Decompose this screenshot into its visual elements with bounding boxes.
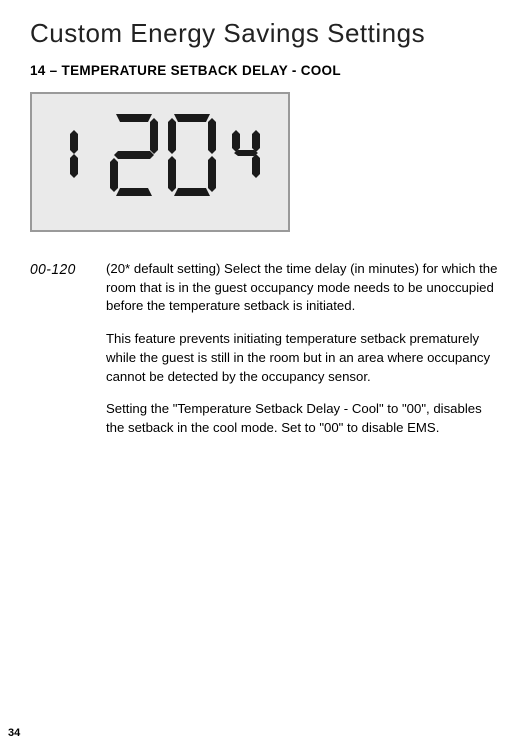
body-paragraph: Setting the "Temperature Setback Delay -… bbox=[106, 400, 501, 437]
lcd-left-digit-icon bbox=[56, 126, 84, 180]
body-text: (20* default setting) Select the time de… bbox=[106, 260, 501, 438]
lcd-center-digit-2-icon bbox=[108, 112, 160, 198]
page-number: 34 bbox=[8, 727, 20, 739]
body-paragraph: This feature prevents initiating tempera… bbox=[106, 330, 501, 386]
page-title: Custom Energy Savings Settings bbox=[30, 18, 501, 49]
content-row: 00-120 (20* default setting) Select the … bbox=[30, 260, 501, 438]
lcd-display-panel bbox=[30, 92, 290, 232]
lcd-right-digit-icon bbox=[232, 126, 264, 180]
range-label: 00-120 bbox=[30, 260, 87, 278]
section-heading: 14 – TEMPERATURE SETBACK DELAY - COOL bbox=[30, 63, 501, 78]
lcd-center-digit-0-icon bbox=[166, 112, 218, 198]
body-paragraph: (20* default setting) Select the time de… bbox=[106, 260, 501, 316]
